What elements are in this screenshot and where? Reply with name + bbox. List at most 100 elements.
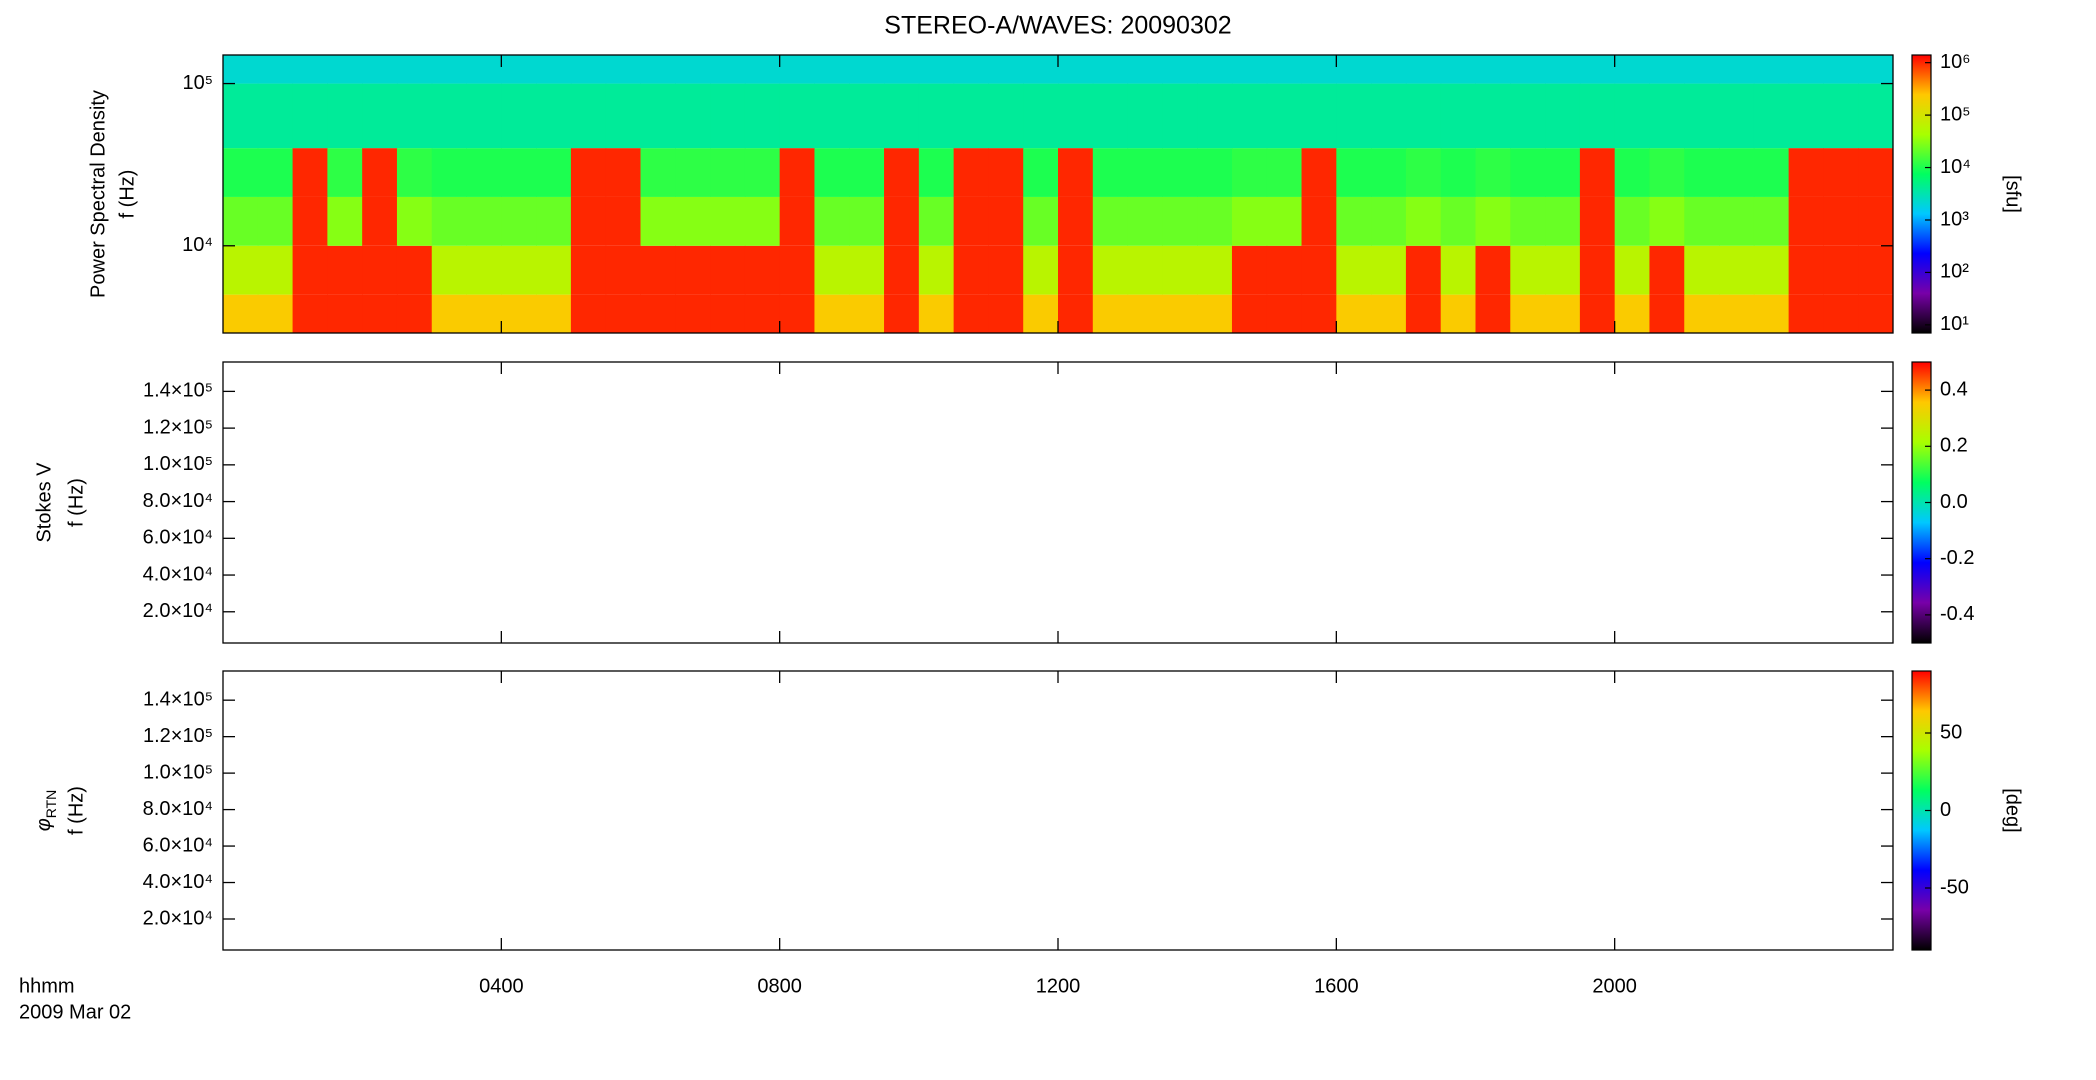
spectrogram-cell (849, 294, 885, 333)
spectrogram-cell (1649, 55, 1685, 84)
spectrogram-cell (1510, 55, 1546, 84)
spectrogram-cell (605, 294, 641, 333)
spectrogram-cell (1719, 245, 1755, 295)
colorbar-tick-label: -0.2 (1940, 547, 1974, 569)
y-axis-label: f (Hz) (65, 478, 87, 527)
x-tick-label: 2000 (1592, 975, 1637, 997)
spectrogram-cell (918, 294, 955, 333)
colorbar-tick-label: 10² (1940, 261, 1969, 283)
spectrogram-cell (1405, 196, 1442, 246)
x-tick-label: 0400 (479, 975, 524, 997)
y-tick-label: 2.0×10⁴ (143, 907, 213, 929)
spectrogram-cell (1440, 294, 1476, 333)
y-axis-label: φRTN (33, 790, 58, 832)
spectrogram-cell (431, 83, 468, 149)
spectrogram-cell (849, 148, 885, 197)
spectrogram-cell (1440, 83, 1476, 149)
spectrogram-cell (1753, 294, 1790, 333)
spectrogram-cell (1823, 245, 1859, 295)
spectrogram-cell (988, 55, 1024, 84)
spectrogram-cell (362, 148, 398, 197)
spectrogram-cell (1371, 148, 1407, 197)
spectrogram-cell (257, 245, 294, 295)
spectrogram-cell (536, 196, 572, 246)
spectrogram-cell (675, 55, 711, 84)
spectrogram-cell (1405, 55, 1442, 84)
spectrogram-cell (1579, 294, 1616, 333)
spectrogram-cell (1266, 148, 1303, 197)
spectrogram-cell (1231, 148, 1268, 197)
y-tick-label: 1.2×10⁵ (143, 416, 213, 438)
spectrogram-cell (362, 245, 398, 295)
y-tick-label: 1.2×10⁵ (143, 725, 213, 747)
spectrogram-cell (779, 83, 815, 149)
spectrogram-cell (988, 196, 1024, 246)
spectrogram-cell (1788, 83, 1824, 149)
spectrogram-cell (1197, 294, 1233, 333)
spectrogram-cell (1579, 148, 1616, 197)
spectrogram-cell (1197, 196, 1233, 246)
spectrogram-cell (605, 245, 641, 295)
spectrogram-cell (1058, 294, 1094, 333)
spectrogram-cell (257, 294, 294, 333)
spectrogram-cell (292, 245, 328, 295)
spectrogram-cell (570, 294, 607, 333)
spectrogram-cell (675, 148, 711, 197)
spectrogram-cell (1231, 55, 1268, 84)
spectrogram-cell (257, 196, 294, 246)
spectrogram-cell (744, 294, 781, 333)
spectrogram-cell (1266, 245, 1303, 295)
spectrogram-cell (1092, 148, 1129, 197)
figure-title: STEREO-A/WAVES: 20090302 (884, 12, 1231, 40)
spectrogram-cell (1058, 196, 1094, 246)
spectrogram-cell (1823, 55, 1859, 84)
spectrogram-cell (744, 148, 781, 197)
plot-background (223, 362, 1893, 643)
spectrogram-cell (501, 196, 537, 246)
spectrogram-cell (257, 148, 294, 197)
spectrogram-cell (884, 245, 920, 295)
spectrogram-cell (570, 83, 607, 149)
x-tick-label: 1600 (1314, 975, 1359, 997)
spectrogram-cell (1753, 148, 1790, 197)
spectrogram-cell (1823, 83, 1859, 149)
spectrogram-cell (1579, 83, 1616, 149)
spectrogram-cell (1440, 245, 1476, 295)
spectrogram-cell (1336, 55, 1372, 84)
spectrogram-cell (466, 196, 502, 246)
spectrogram-cell (536, 148, 572, 197)
spectrogram-cell (362, 55, 398, 84)
spectrogram-cell (1023, 83, 1059, 149)
spectrogram-cell (640, 245, 676, 295)
spectrogram-cell (605, 83, 641, 149)
spectrogram-cell (1405, 294, 1442, 333)
colorbar-label: [deg] (2002, 788, 2024, 832)
spectrogram-cell (779, 148, 815, 197)
spectrogram-cell (1788, 148, 1824, 197)
spectrogram-cell (223, 55, 259, 84)
spectrogram-cell (1371, 245, 1407, 295)
spectrogram-cell (1162, 196, 1198, 246)
spectrogram-cell (1788, 196, 1824, 246)
spectrogram-cell (1197, 83, 1233, 149)
spectrogram-cell (1614, 294, 1650, 333)
y-axis-label-symbol: φ (33, 818, 55, 831)
spectrogram-cell (918, 148, 955, 197)
spectrogram-cell (1545, 148, 1581, 197)
spectrogram-cell (327, 196, 363, 246)
spectrogram-cell (223, 196, 259, 246)
spectrogram-cell (1336, 83, 1372, 149)
spectrogram-cell (570, 245, 607, 295)
spectrogram-cell (1649, 83, 1685, 149)
spectrogram-cell (257, 55, 294, 84)
spectrogram-cell (1684, 294, 1720, 333)
colorbar-tick-label: 10³ (1940, 208, 1969, 230)
spectrogram-cell (849, 196, 885, 246)
spectrogram-cell (362, 294, 398, 333)
spectrogram-cell (396, 196, 433, 246)
spectrogram-cell (1336, 294, 1372, 333)
spectrogram-cell (1475, 55, 1511, 84)
spectrogram-cell (1614, 148, 1650, 197)
spectrogram-cell (1579, 196, 1616, 246)
